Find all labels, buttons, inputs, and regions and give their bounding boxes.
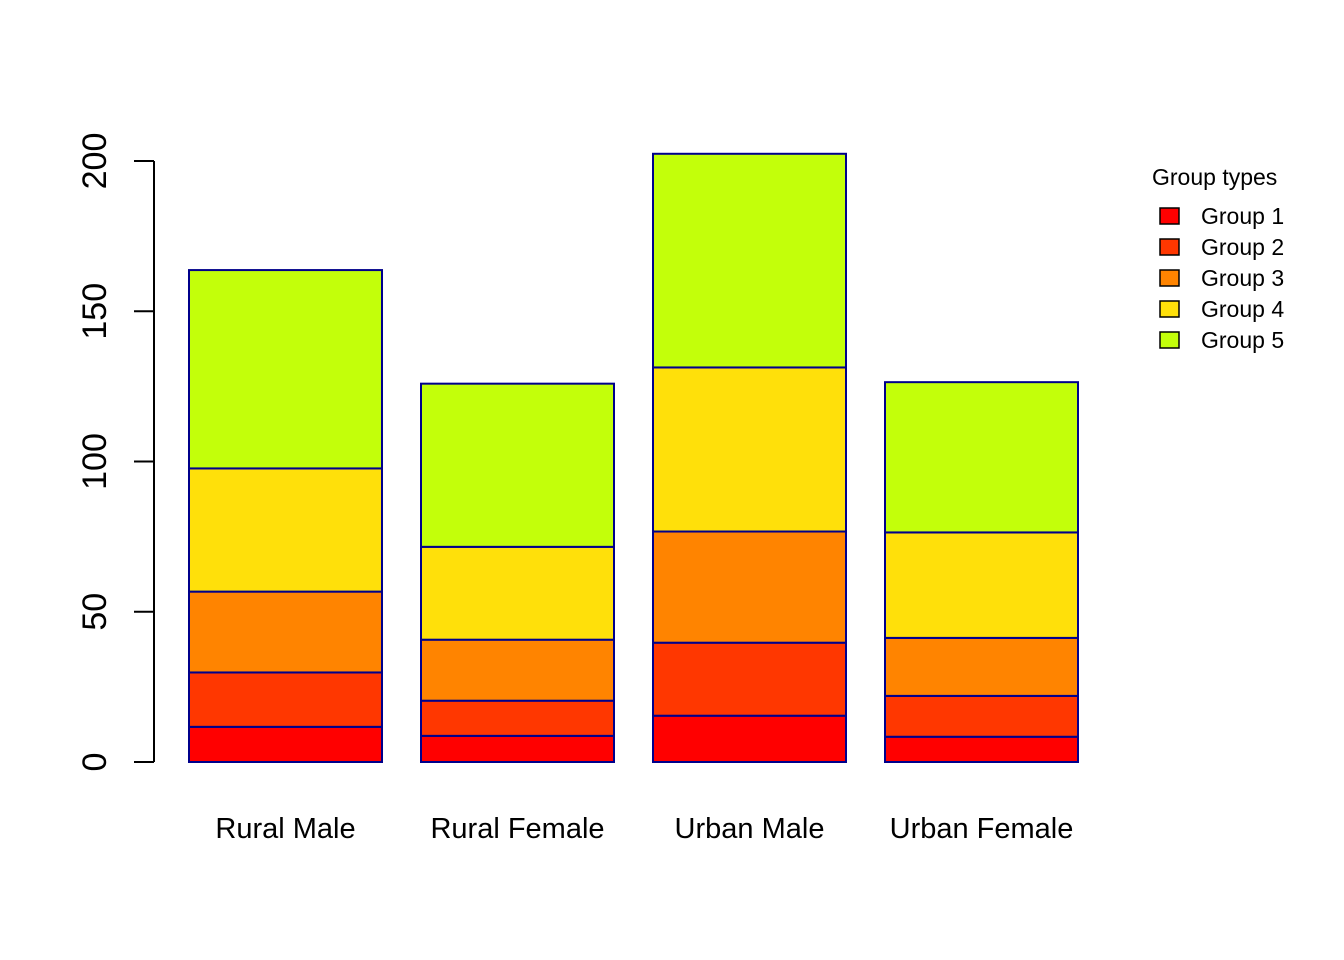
bar-segment-urban-male-group-5 — [652, 152, 847, 369]
legend: Group types Group 1 Group 2 Group 3 Group 4 G… — [1152, 164, 1284, 353]
bar-segment-urban-male-group-2 — [652, 641, 847, 717]
bar-segment-rural-male-group-3 — [188, 590, 383, 674]
bar-segment-urban-female-group-5 — [884, 381, 1079, 534]
legend-label: Group 4 — [1201, 296, 1284, 322]
bar-segment-urban-male-group-1 — [652, 714, 847, 764]
y-tick-label: 200 — [76, 133, 114, 190]
legend-swatch — [1159, 238, 1180, 256]
legend-label: Group 3 — [1201, 265, 1284, 291]
bar-segment-urban-female-group-3 — [884, 636, 1079, 697]
bar-segment-urban-female-group-2 — [884, 694, 1079, 738]
legend-swatch — [1159, 331, 1180, 349]
legend-label: Group 1 — [1201, 203, 1284, 229]
bar-segment-urban-male-group-4 — [652, 366, 847, 533]
legend-label: Group 2 — [1201, 234, 1284, 260]
bars-layer — [188, 152, 1079, 764]
bar-segment-rural-male-group-2 — [188, 671, 383, 728]
x-category-label: Urban Female — [890, 813, 1074, 845]
bar-segment-urban-male-group-3 — [652, 530, 847, 644]
x-category-label: Rural Female — [430, 813, 604, 845]
x-category-label: Urban Male — [675, 813, 825, 845]
bar-segment-urban-female-group-1 — [884, 735, 1079, 763]
legend-swatch — [1159, 207, 1180, 225]
bar-segment-urban-female-group-4 — [884, 531, 1079, 639]
bar-segment-rural-female-group-1 — [420, 734, 615, 764]
y-axis: 0 50 100 150 200 — [76, 133, 155, 772]
bar-segment-rural-male-group-5 — [188, 269, 383, 470]
legend-title: Group types — [1152, 164, 1277, 190]
legend-label: Group 5 — [1201, 327, 1284, 353]
bar-segment-rural-female-group-5 — [420, 382, 615, 548]
bar-segment-rural-female-group-3 — [420, 638, 615, 702]
bar-segment-rural-female-group-2 — [420, 699, 615, 737]
x-axis-labels: Rural Male Rural Female Urban Male Urban Fe… — [215, 813, 1073, 845]
legend-swatch — [1159, 269, 1180, 287]
y-tick-label: 100 — [76, 433, 114, 490]
bar-segment-rural-male-group-1 — [188, 725, 383, 763]
legend-swatch — [1159, 300, 1180, 318]
y-tick-label: 150 — [76, 283, 114, 340]
y-tick-label: 0 — [76, 753, 114, 772]
y-tick-label: 50 — [76, 593, 114, 631]
bar-segment-rural-male-group-4 — [188, 467, 383, 593]
bar-segment-rural-female-group-4 — [420, 545, 615, 641]
x-category-label: Rural Male — [215, 813, 355, 845]
